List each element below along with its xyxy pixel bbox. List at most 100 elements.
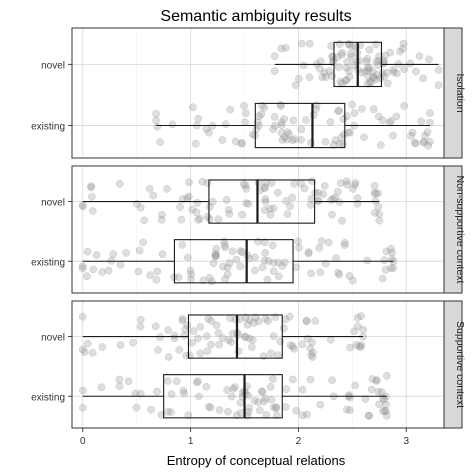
- data-point: [115, 382, 124, 390]
- y-tick-label: novel: [41, 60, 65, 71]
- data-point: [221, 275, 229, 284]
- data-point: [308, 353, 317, 361]
- data-point: [227, 338, 235, 346]
- y-tick-label: existing: [31, 257, 65, 268]
- data-point: [223, 386, 232, 394]
- data-point: [281, 258, 289, 267]
- data-point: [364, 411, 373, 420]
- data-point: [328, 376, 336, 385]
- data-point: [380, 395, 388, 404]
- data-point: [226, 314, 235, 323]
- data-point: [347, 53, 356, 61]
- data-point: [282, 385, 291, 393]
- data-point: [211, 252, 220, 261]
- box: [208, 179, 316, 224]
- data-point: [372, 376, 381, 384]
- data-point: [92, 251, 101, 259]
- data-point: [307, 351, 315, 359]
- data-point: [312, 101, 321, 110]
- data-point: [419, 138, 428, 147]
- data-point: [288, 193, 297, 202]
- data-point: [309, 111, 318, 119]
- data-point: [164, 353, 173, 361]
- data-point: [158, 211, 166, 219]
- data-point: [236, 398, 245, 407]
- data-point: [363, 79, 372, 88]
- data-point: [351, 181, 359, 189]
- data-point: [387, 264, 395, 272]
- data-point: [327, 42, 336, 50]
- data-point: [410, 139, 419, 147]
- data-point: [231, 137, 240, 146]
- data-point: [335, 106, 343, 115]
- data-point: [353, 322, 362, 330]
- data-point: [251, 253, 259, 262]
- data-point: [406, 59, 415, 68]
- data-point: [267, 179, 276, 187]
- data-point: [266, 204, 274, 213]
- data-point: [326, 335, 335, 344]
- data-point: [337, 51, 346, 59]
- data-point: [345, 272, 354, 280]
- data-point: [415, 52, 424, 60]
- data-point: [258, 263, 267, 272]
- data-point: [361, 395, 370, 403]
- data-point: [177, 215, 186, 224]
- data-point: [222, 196, 231, 204]
- data-point: [215, 406, 224, 414]
- data-point: [282, 196, 291, 205]
- data-point: [258, 388, 267, 396]
- data-point: [231, 383, 239, 392]
- facet-strip: [443, 300, 463, 429]
- data-point: [295, 74, 303, 83]
- data-point: [180, 331, 188, 340]
- data-point: [343, 57, 352, 66]
- data-point: [248, 336, 257, 344]
- data-point: [389, 68, 398, 77]
- data-point: [204, 403, 213, 411]
- data-point: [257, 387, 266, 396]
- data-point: [223, 270, 232, 279]
- data-point: [98, 343, 107, 351]
- data-point: [345, 391, 354, 399]
- data-point: [270, 113, 279, 121]
- data-point: [342, 63, 351, 72]
- data-point: [328, 52, 337, 61]
- data-point: [149, 191, 158, 200]
- data-point: [242, 313, 250, 322]
- data-point: [189, 103, 197, 112]
- data-point: [260, 397, 268, 406]
- data-point: [207, 316, 215, 325]
- data-point: [212, 321, 221, 330]
- data-point: [367, 385, 376, 394]
- data-point: [305, 39, 314, 48]
- data-point: [389, 65, 397, 74]
- data-point: [346, 343, 354, 352]
- data-point: [249, 318, 258, 327]
- facet-strip-label: Supportive context: [454, 321, 466, 408]
- data-point: [362, 57, 371, 66]
- data-point: [380, 72, 388, 81]
- box: [187, 314, 283, 359]
- data-point: [248, 130, 257, 139]
- data-point: [147, 405, 155, 414]
- data-point: [78, 262, 87, 271]
- box: [254, 102, 346, 149]
- data-point: [87, 183, 96, 192]
- data-point: [194, 114, 203, 123]
- data-point: [152, 110, 160, 118]
- data-point: [272, 404, 281, 412]
- data-point: [242, 184, 251, 193]
- data-point: [205, 128, 213, 137]
- data-point: [184, 411, 193, 420]
- data-point: [78, 264, 87, 273]
- data-point: [292, 263, 301, 272]
- data-point: [344, 67, 353, 75]
- data-point: [211, 249, 220, 258]
- data-point: [392, 69, 401, 78]
- data-point: [240, 101, 248, 110]
- data-point: [365, 78, 374, 86]
- data-point: [297, 39, 306, 48]
- data-point: [261, 179, 270, 187]
- data-point: [364, 63, 372, 72]
